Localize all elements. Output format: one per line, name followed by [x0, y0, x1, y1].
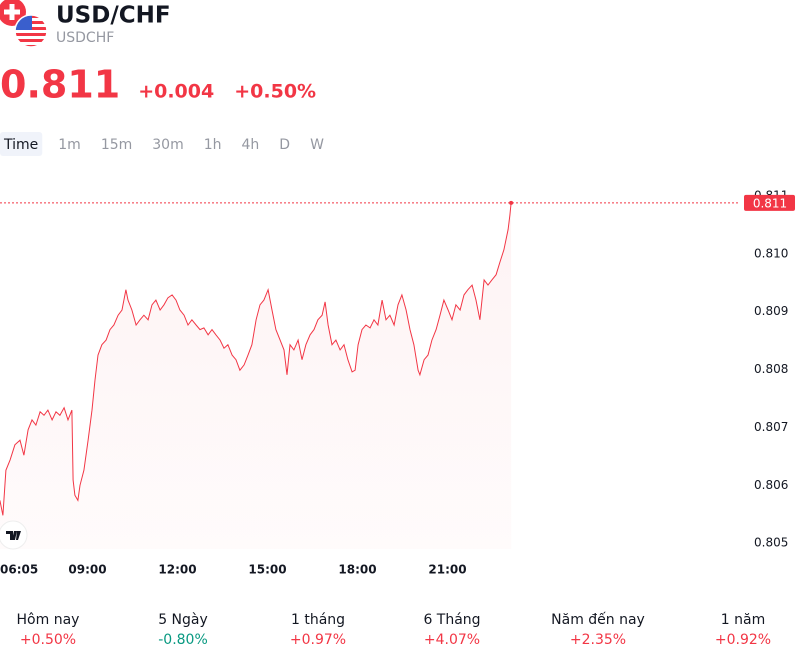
- last-price-label: 0.811: [753, 196, 787, 210]
- performance-value: +4.07%: [424, 632, 480, 648]
- performance-value: +0.97%: [290, 632, 346, 648]
- interval-tab[interactable]: 15m: [101, 137, 132, 153]
- performance-value: +0.50%: [20, 632, 76, 648]
- performance-label: 6 Tháng: [423, 612, 480, 628]
- symbol: USDCHF: [56, 30, 114, 46]
- x-tick-label: 15:00: [248, 563, 286, 577]
- interval-tab[interactable]: 1m: [58, 137, 81, 153]
- tab-background: [0, 132, 43, 156]
- tradingview-logo: [0, 520, 28, 550]
- y-tick-label: 0.805: [754, 536, 788, 550]
- interval-tab[interactable]: 4h: [242, 137, 260, 153]
- interval-tab[interactable]: D: [279, 137, 290, 153]
- price: 0.811: [0, 63, 120, 107]
- last-point: [509, 200, 514, 205]
- y-tick-label: 0.806: [754, 478, 788, 492]
- x-tick-label: 09:00: [68, 563, 106, 577]
- interval-tab[interactable]: 1h: [204, 137, 222, 153]
- pair-title: USD/CHF: [56, 3, 171, 29]
- interval-tab[interactable]: W: [310, 137, 324, 153]
- performance-label: Hôm nay: [17, 612, 80, 628]
- area: [0, 202, 512, 549]
- performance-value: +2.35%: [570, 632, 626, 648]
- interval-tabs: Time 1m 15m 30m 1h 4h D W: [0, 132, 324, 156]
- y-tick-label: 0.810: [754, 246, 788, 260]
- x-tick-label: 21:00: [428, 563, 466, 577]
- interval-tab[interactable]: 30m: [152, 137, 183, 153]
- price-change-percent: +0.50%: [234, 81, 316, 103]
- plot: 06:05 09:00 12:00 15:00 18:00 21:00 0.805 0.806…: [0, 188, 795, 577]
- y-tick-label: 0.808: [754, 362, 788, 376]
- performance-value: +0.92%: [715, 632, 771, 648]
- price-change: +0.004: [138, 81, 214, 103]
- performance-label: 5 Ngày: [158, 612, 208, 628]
- last-price-badge: [744, 194, 795, 211]
- currency-flags: [0, 0, 48, 48]
- y-tick-label: 0.807: [754, 420, 788, 434]
- x-tick-label: 12:00: [158, 563, 196, 577]
- interval-tab[interactable]: Time: [3, 137, 38, 153]
- performance-value: -0.80%: [158, 632, 208, 648]
- price-line: [0, 202, 512, 516]
- performance: Hôm nay +0.50% 5 Ngày -0.80% 1 tháng +0.97% 6 …: [17, 611, 772, 648]
- performance-label: Năm đến nay: [551, 611, 645, 628]
- x-tick-label: 18:00: [338, 563, 376, 577]
- x-tick-label: 06:05: [0, 563, 38, 577]
- performance-label: 1 năm: [721, 612, 765, 628]
- performance-label: 1 tháng: [291, 612, 345, 628]
- y-tick-label: 0.809: [754, 304, 788, 318]
